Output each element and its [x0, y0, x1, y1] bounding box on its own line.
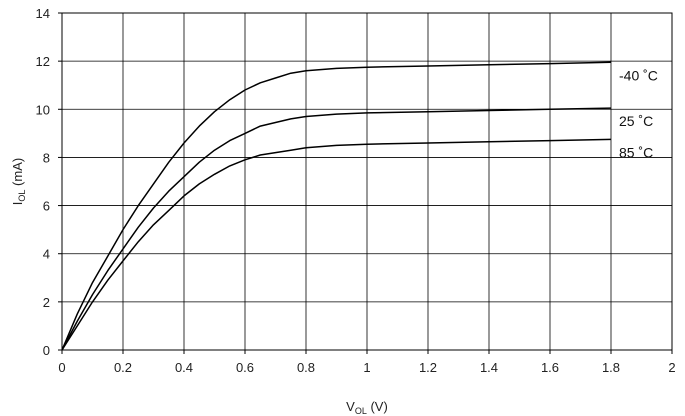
series-line-1 [61, 107, 612, 351]
x-axis-label-main: V [346, 399, 355, 414]
series-label-1: 25 ˚C [619, 113, 653, 129]
y-axis-label-sub: OL [17, 190, 27, 202]
x-tick-label: 1.6 [541, 360, 559, 375]
y-tick-label: 6 [43, 199, 50, 214]
x-tick-label: 1.2 [419, 360, 437, 375]
x-axis-ticks: 0 0.2 0.4 0.6 0.8 1 1.2 1.4 1.6 1.8 2 [58, 350, 676, 375]
y-axis-label-main: I [10, 202, 25, 206]
y-tick-label: 0 [43, 343, 50, 358]
x-axis-label-unit: (V) [367, 399, 388, 414]
y-tick-label: 14 [36, 6, 50, 21]
x-tick-label: 0 [58, 360, 65, 375]
y-axis-label-unit: (mA) [10, 158, 25, 190]
y-tick-label: 2 [43, 295, 50, 310]
y-tick-label: 12 [36, 54, 50, 69]
series-lines [61, 61, 612, 351]
series-line-2 [61, 138, 612, 351]
x-tick-label: 0.2 [114, 360, 132, 375]
y-tick-label: 8 [43, 150, 50, 165]
x-tick-label: 1.8 [602, 360, 620, 375]
series-label-2: 85 ˚C [619, 144, 653, 160]
x-tick-label: 1.4 [480, 360, 498, 375]
x-tick-label: 0.4 [175, 360, 193, 375]
x-axis-label: VOL (V) [346, 399, 388, 416]
x-tick-label: 0.8 [297, 360, 315, 375]
y-axis-ticks: 0 2 4 6 8 10 12 14 [36, 6, 62, 358]
series-labels: -40 ˚C 25 ˚C 85 ˚C [619, 67, 658, 160]
x-tick-label: 2 [668, 360, 675, 375]
x-tick-label: 1 [363, 360, 370, 375]
y-axis-label: IOL (mA) [10, 158, 27, 205]
x-tick-label: 0.6 [236, 360, 254, 375]
series-line-0 [61, 61, 612, 351]
series-label-0: -40 ˚C [619, 67, 658, 83]
y-tick-label: 4 [43, 247, 50, 262]
y-tick-label: 10 [36, 102, 50, 117]
x-axis-label-sub: OL [355, 406, 367, 416]
